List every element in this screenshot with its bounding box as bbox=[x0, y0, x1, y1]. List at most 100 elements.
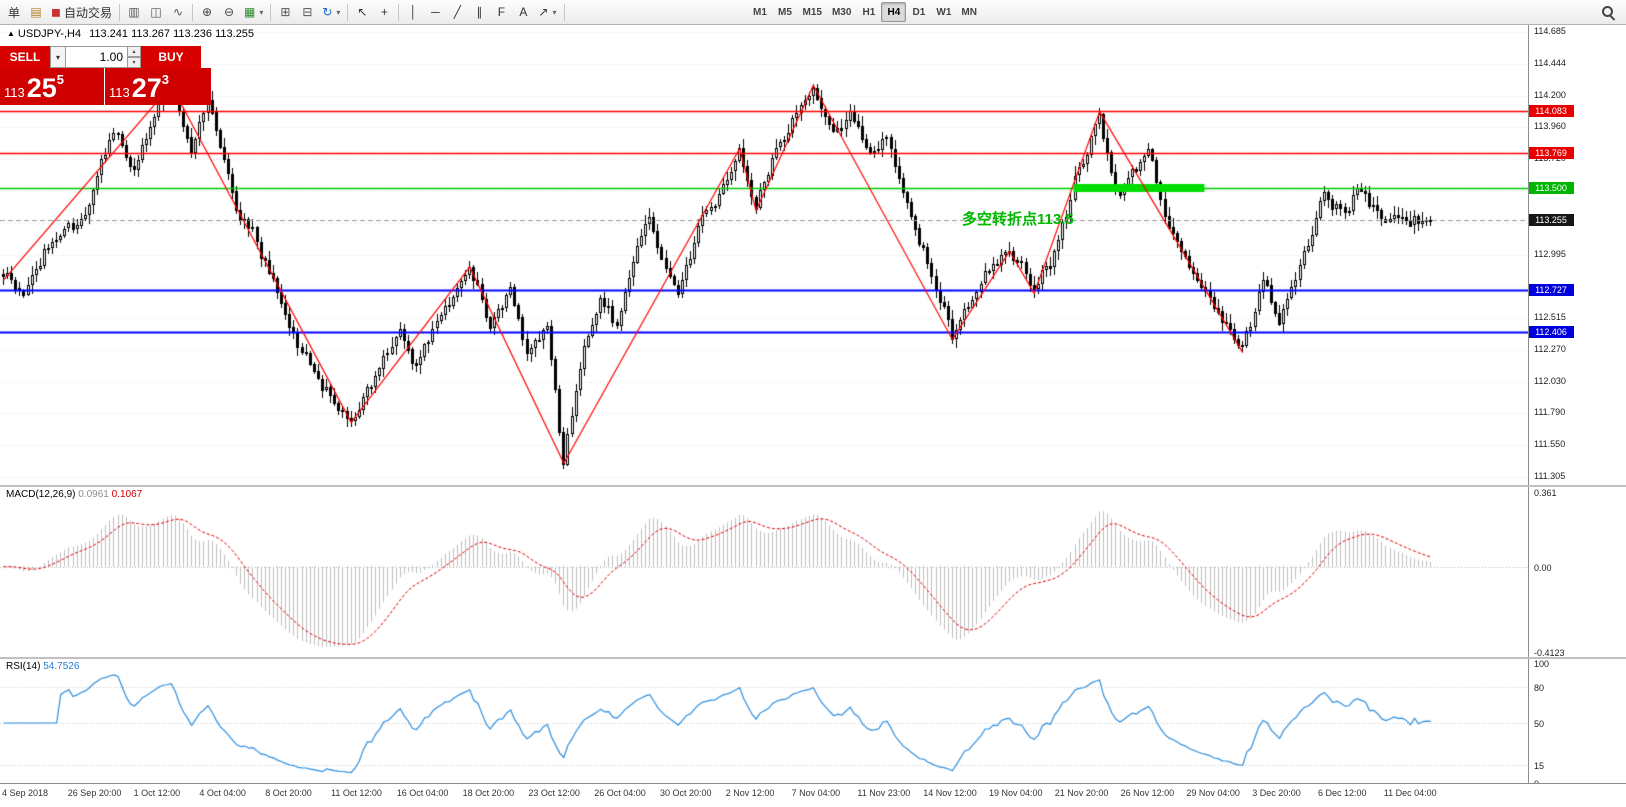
rsi-axis-label: 50 bbox=[1534, 719, 1545, 729]
line-chart-type-icon[interactable]: ∿ bbox=[167, 2, 189, 22]
buy-price-big-figure: 113 bbox=[109, 84, 130, 100]
volume-dropdown-button[interactable]: ▾ bbox=[50, 46, 66, 68]
zoom-out-icon[interactable]: ⊖ bbox=[218, 2, 240, 22]
sell-price-box[interactable]: 113 25 5 bbox=[0, 68, 104, 105]
timeframe-M30[interactable]: M30 bbox=[827, 2, 856, 22]
time-axis-label: 30 Oct 20:00 bbox=[660, 788, 712, 798]
price-axis-label: 113.960 bbox=[1534, 121, 1566, 132]
macd-main-value: 0.0961 bbox=[78, 489, 109, 500]
rsi-axis: 1008050150 bbox=[1529, 659, 1626, 789]
timeframe-M1[interactable]: M1 bbox=[748, 2, 773, 22]
zoom-in-icon: ⊕ bbox=[201, 5, 213, 19]
fibonacci-icon[interactable]: F bbox=[490, 2, 512, 22]
arrow-object-icon: ↗ bbox=[538, 5, 549, 19]
toolbar-separator bbox=[398, 3, 400, 21]
arrow-object-icon[interactable]: ↗ ▾ bbox=[534, 2, 560, 22]
sell-price-pipette: 5 bbox=[56, 72, 65, 87]
zoom-in-icon[interactable]: ⊕ bbox=[196, 2, 218, 22]
toolbar-right-group bbox=[1597, 2, 1623, 22]
trendline-icon: ╱ bbox=[453, 5, 462, 19]
sell-button[interactable]: SELL bbox=[0, 46, 50, 68]
autotrading-button[interactable]: ◼ 自动交易 bbox=[47, 2, 116, 22]
time-axis-label: 11 Oct 12:00 bbox=[331, 788, 382, 798]
timeframe-H1[interactable]: H1 bbox=[856, 2, 881, 22]
refresh-icon[interactable]: ↻ ▾ bbox=[318, 2, 344, 22]
time-axis-label: 21 Nov 20:00 bbox=[1054, 788, 1109, 798]
price-axis-label: 112.515 bbox=[1534, 311, 1566, 322]
new-chart-icon[interactable]: ▦ ▾ bbox=[240, 2, 267, 22]
text-label-icon[interactable]: A bbox=[512, 2, 534, 22]
timeframe-group: M1 M5 M15 M30 H1 H4 D1 W1 MN bbox=[748, 2, 982, 22]
rsi-axis-label: 100 bbox=[1534, 659, 1550, 669]
panel-separator[interactable] bbox=[0, 485, 1626, 487]
chart-window-icon[interactable]: ▤ bbox=[25, 2, 47, 22]
time-axis-border bbox=[0, 783, 1626, 784]
price-axis-label: 111.305 bbox=[1534, 471, 1566, 481]
price-axis-border bbox=[1528, 25, 1529, 784]
rsi-indicator-label: RSI(14) 54.7526 bbox=[6, 661, 79, 672]
panel-separator[interactable] bbox=[0, 657, 1626, 659]
buy-price-box[interactable]: 113 27 3 bbox=[105, 68, 211, 105]
cursor-icon: ↖ bbox=[357, 5, 368, 19]
new-chart-icon: ▦ bbox=[243, 5, 256, 19]
candlestick-chart-type-icon: ◫ bbox=[150, 5, 162, 19]
bar-chart-type-icon: ▥ bbox=[128, 5, 140, 19]
chart-canvas[interactable] bbox=[0, 25, 1528, 783]
chevron-down-icon: ▾ bbox=[259, 7, 264, 17]
macd-axis-label: 0.361 bbox=[1534, 488, 1557, 498]
timeframe-MN[interactable]: MN bbox=[956, 2, 982, 22]
text-label-icon: A bbox=[519, 5, 528, 19]
candlestick-chart-type-icon[interactable]: ◫ bbox=[145, 2, 167, 22]
rsi-value: 54.7526 bbox=[43, 661, 80, 672]
price-axis-label: 114.200 bbox=[1534, 89, 1566, 100]
price-axis[interactable]: 114.685114.444114.200113.960113.720112.9… bbox=[1528, 25, 1626, 485]
macd-name: MACD(12,26,9) bbox=[6, 489, 76, 500]
tile-windows-icon[interactable]: ⊞ bbox=[274, 2, 296, 22]
bar-chart-type-icon[interactable]: ▥ bbox=[123, 2, 145, 22]
timeframe-H4[interactable]: H4 bbox=[881, 2, 907, 22]
time-axis[interactable]: 4 Sep 2018 26 Sep 20:00 1 Oct 12:00 4 Oct 0… bbox=[0, 784, 1626, 807]
timeframe-W1[interactable]: W1 bbox=[931, 2, 956, 22]
cascade-windows-icon[interactable]: ⊟ bbox=[296, 2, 318, 22]
trendline-icon[interactable]: ╱ bbox=[446, 2, 468, 22]
rsi-axis-label: 80 bbox=[1534, 683, 1545, 693]
symbol-period-label: USDJPY-,H4 bbox=[17, 28, 82, 40]
volume-input[interactable] bbox=[66, 46, 128, 68]
price-badge-113-255: 113.255 bbox=[1528, 214, 1574, 227]
volume-increase-button[interactable]: ▴ bbox=[128, 46, 141, 57]
toolbar-separator bbox=[191, 3, 193, 21]
buy-button[interactable]: BUY bbox=[141, 46, 201, 68]
chart-annotation-text[interactable]: 多空转折点113.5 bbox=[962, 211, 1074, 228]
cursor-icon[interactable]: ↖ bbox=[351, 2, 373, 22]
search-icon bbox=[1601, 5, 1615, 19]
price-axis-label: 111.790 bbox=[1534, 407, 1566, 418]
time-axis-label: 11 Dec 04:00 bbox=[1383, 788, 1437, 798]
crosshair-icon: + bbox=[380, 5, 388, 19]
zoom-out-icon: ⊖ bbox=[223, 5, 235, 19]
horizontal-line-icon[interactable]: ─ bbox=[424, 2, 446, 22]
time-axis-label: 1 Oct 12:00 bbox=[133, 788, 181, 798]
time-axis-label: 6 Dec 12:00 bbox=[1318, 788, 1367, 798]
new-order-button[interactable]: 单 bbox=[3, 2, 25, 22]
timeframe-D1[interactable]: D1 bbox=[906, 2, 931, 22]
chevron-down-icon: ▾ bbox=[336, 7, 341, 17]
time-axis-label: 29 Nov 04:00 bbox=[1186, 788, 1240, 798]
toolbar-separator bbox=[347, 3, 349, 21]
channel-icon[interactable]: ∥ bbox=[468, 2, 490, 22]
timeframe-M15[interactable]: M15 bbox=[798, 2, 827, 22]
timeframe-M5[interactable]: M5 bbox=[773, 2, 798, 22]
chevron-down-icon: ▾ bbox=[55, 52, 60, 62]
trade-panel-controls: SELL ▾ ▴ ▾ BUY bbox=[0, 46, 211, 68]
price-axis-label: 111.550 bbox=[1534, 438, 1566, 449]
refresh-icon: ↻ bbox=[322, 5, 333, 19]
vertical-line-icon[interactable]: │ bbox=[402, 2, 424, 22]
time-axis-label: 4 Sep 2018 bbox=[2, 788, 49, 798]
time-axis-label: 4 Oct 04:00 bbox=[199, 788, 246, 798]
ohlc-values: 113.241 113.267 113.236 113.255 bbox=[89, 28, 255, 40]
chart-window-icon: ▤ bbox=[30, 5, 42, 19]
search-button[interactable] bbox=[1597, 2, 1619, 22]
crosshair-icon[interactable]: + bbox=[373, 2, 395, 22]
time-axis-label: 7 Nov 04:00 bbox=[791, 788, 841, 798]
volume-decrease-button[interactable]: ▾ bbox=[128, 57, 141, 68]
macd-axis-label: 0.00 bbox=[1534, 562, 1552, 573]
